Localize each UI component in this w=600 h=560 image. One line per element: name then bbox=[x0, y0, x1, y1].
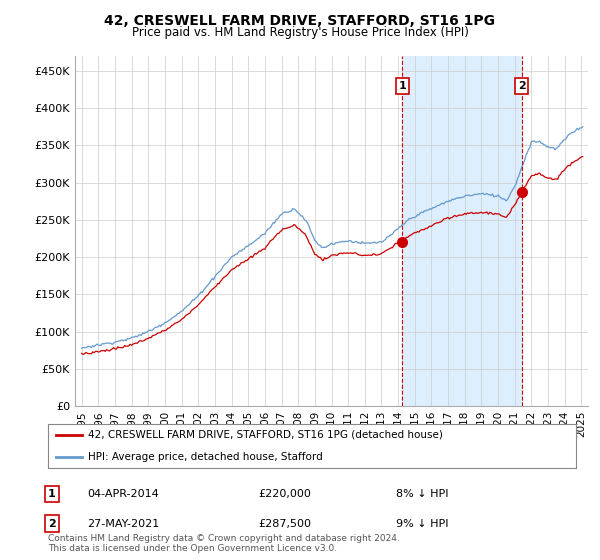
Text: Contains HM Land Registry data © Crown copyright and database right 2024.
This d: Contains HM Land Registry data © Crown c… bbox=[48, 534, 400, 553]
Text: 8% ↓ HPI: 8% ↓ HPI bbox=[396, 489, 449, 499]
Text: HPI: Average price, detached house, Stafford: HPI: Average price, detached house, Staf… bbox=[88, 452, 322, 461]
Text: £220,000: £220,000 bbox=[258, 489, 311, 499]
Text: Price paid vs. HM Land Registry's House Price Index (HPI): Price paid vs. HM Land Registry's House … bbox=[131, 26, 469, 39]
Text: 2: 2 bbox=[48, 519, 56, 529]
Text: 9% ↓ HPI: 9% ↓ HPI bbox=[396, 519, 449, 529]
Bar bbox=[402, 56, 522, 406]
Text: 27-MAY-2021: 27-MAY-2021 bbox=[87, 519, 159, 529]
Text: 42, CRESWELL FARM DRIVE, STAFFORD, ST16 1PG (detached house): 42, CRESWELL FARM DRIVE, STAFFORD, ST16 … bbox=[88, 430, 442, 440]
Text: 04-APR-2014: 04-APR-2014 bbox=[87, 489, 159, 499]
Text: 1: 1 bbox=[398, 81, 406, 91]
Text: 42, CRESWELL FARM DRIVE, STAFFORD, ST16 1PG: 42, CRESWELL FARM DRIVE, STAFFORD, ST16 … bbox=[104, 14, 496, 28]
Text: £287,500: £287,500 bbox=[258, 519, 311, 529]
Text: 2: 2 bbox=[518, 81, 526, 91]
Text: 1: 1 bbox=[48, 489, 56, 499]
